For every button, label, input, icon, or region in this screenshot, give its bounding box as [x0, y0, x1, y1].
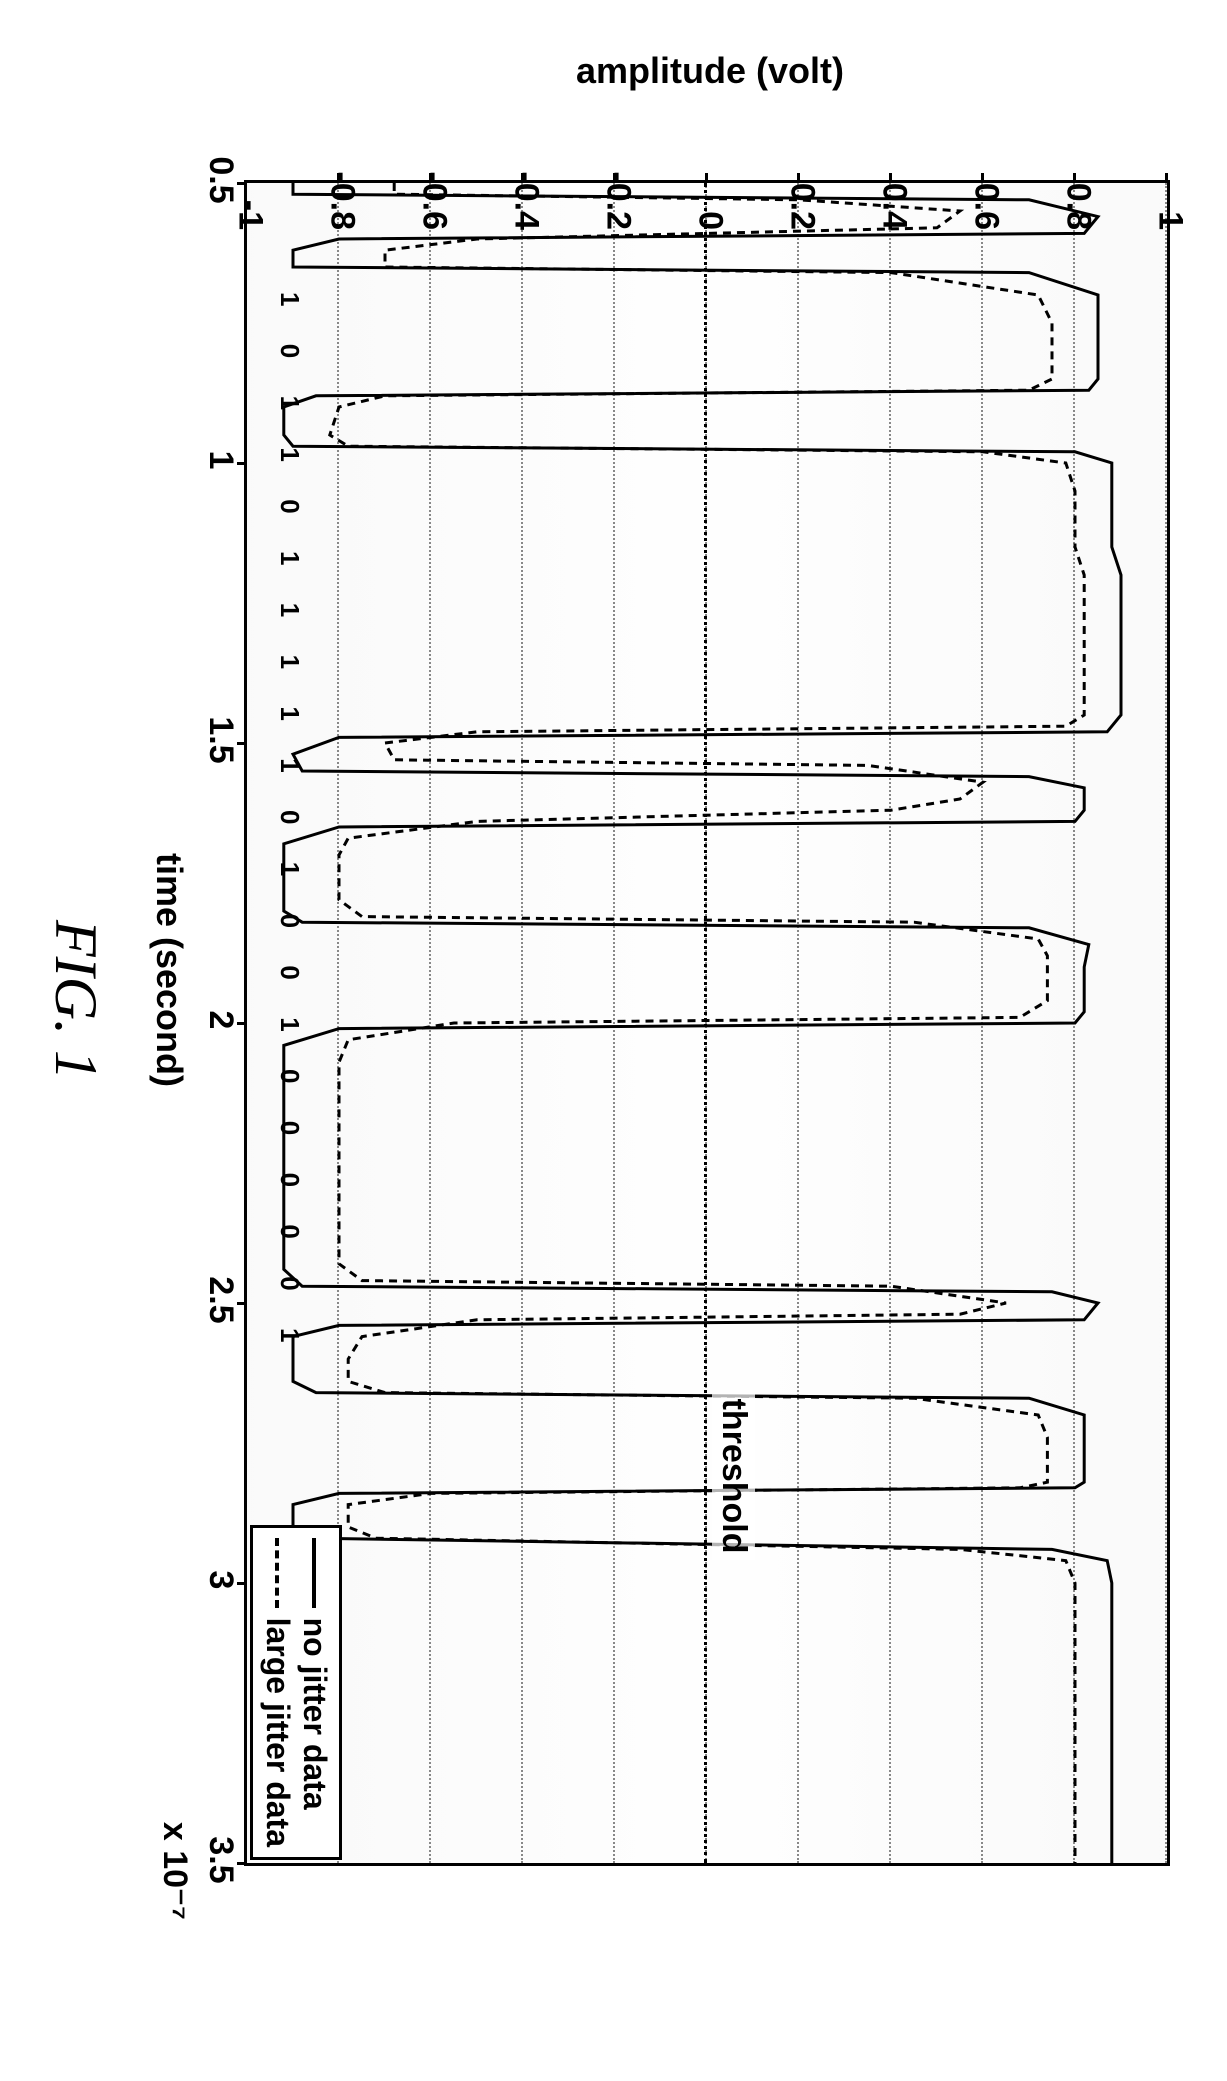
- ytick-label: -0.4: [507, 130, 546, 230]
- ytick-label: 0.8: [1059, 130, 1098, 230]
- bit-annotation: 0: [274, 965, 305, 979]
- ytick-label: -0.2: [599, 130, 638, 230]
- bit-annotation: 1: [274, 292, 305, 306]
- legend-label-solid: no jitter data: [296, 1618, 333, 1810]
- ytick-label: 0.2: [783, 130, 822, 230]
- ytick-label: 1: [1151, 130, 1190, 230]
- bit-annotation: 0: [274, 1276, 305, 1290]
- bit-annotation: 1: [274, 447, 305, 461]
- x-axis-label: time (second): [148, 853, 190, 1087]
- bit-annotation: 1: [274, 758, 305, 772]
- bit-annotation: 1: [274, 655, 305, 669]
- bit-annotation: 1: [274, 706, 305, 720]
- ytick-label: 0.4: [875, 130, 914, 230]
- xtick-label: 3: [201, 1571, 240, 1590]
- bit-annotation: 1: [274, 603, 305, 617]
- threshold-label: threshold: [712, 1393, 755, 1560]
- bit-annotation: 0: [274, 1069, 305, 1083]
- legend-swatch-dashed: [276, 1538, 280, 1608]
- threshold-line: [704, 183, 707, 1863]
- bit-annotation: 0: [274, 499, 305, 513]
- xtick-label: 1: [201, 451, 240, 470]
- legend-row-dashed: large jitter data: [259, 1538, 296, 1847]
- xtick-label: 3.5: [201, 1836, 240, 1883]
- ytick-label: -0.8: [323, 130, 362, 230]
- chart-wrap: threshold no jitter data large jitter da…: [100, 20, 1200, 1920]
- legend-row-solid: no jitter data: [296, 1538, 333, 1847]
- legend: no jitter data large jitter data: [250, 1525, 342, 1860]
- ytick-label: 0: [691, 130, 730, 230]
- series-no-jitter: [284, 183, 1121, 1863]
- bit-annotation: 0: [274, 914, 305, 928]
- bit-annotation: 1: [274, 1017, 305, 1031]
- chart-svg: [247, 183, 1167, 1863]
- ytick-label: 0.6: [967, 130, 1006, 230]
- bit-annotation: 0: [274, 1224, 305, 1238]
- bit-annotation: 0: [274, 344, 305, 358]
- figure-container: threshold no jitter data large jitter da…: [0, 20, 1200, 1200]
- bit-annotation: 0: [274, 1121, 305, 1135]
- legend-swatch-solid: [313, 1538, 317, 1608]
- bit-annotation: 1: [274, 396, 305, 410]
- y-axis-label: amplitude (volt): [576, 50, 844, 92]
- bit-annotation: 0: [274, 810, 305, 824]
- bit-annotation: 0: [274, 1173, 305, 1187]
- xtick-label: 0.5: [201, 156, 240, 203]
- xtick-label: 1.5: [201, 716, 240, 763]
- bit-annotation: 1: [274, 551, 305, 565]
- figure-label: FIG. 1: [41, 920, 110, 1080]
- x-exponent-label: x 10⁻⁷: [155, 1822, 195, 1920]
- bit-annotation: 1: [274, 1328, 305, 1342]
- xtick-label: 2.5: [201, 1276, 240, 1323]
- xtick-label: 2: [201, 1011, 240, 1030]
- plot-area: threshold no jitter data large jitter da…: [244, 180, 1170, 1866]
- ytick-label: -0.6: [415, 130, 454, 230]
- bit-annotation: 1: [274, 862, 305, 876]
- legend-label-dashed: large jitter data: [259, 1618, 296, 1847]
